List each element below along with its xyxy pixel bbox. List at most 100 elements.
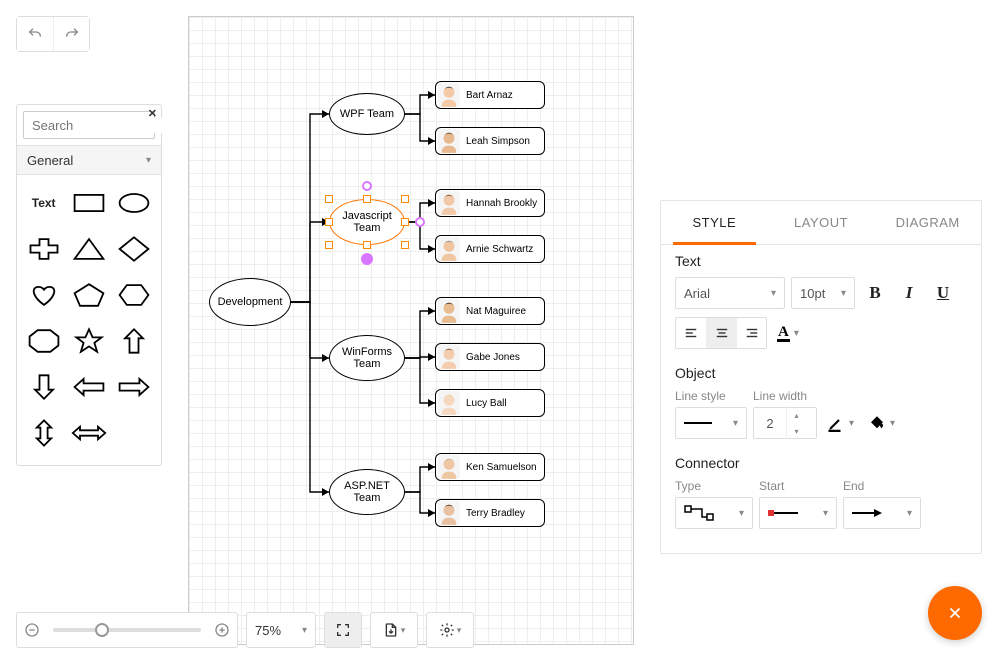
shape-pentagon[interactable] bbox=[70, 277, 107, 313]
tabs: STYLE LAYOUT DIAGRAM bbox=[661, 201, 981, 245]
line-width-input[interactable] bbox=[754, 415, 786, 432]
line-style-select[interactable]: ▾ bbox=[675, 407, 747, 439]
settings-group: ▾ bbox=[426, 612, 474, 648]
line-width-stepper[interactable]: ▴▾ bbox=[753, 407, 817, 439]
connector-end-select[interactable]: ▾ bbox=[843, 497, 921, 529]
avatar bbox=[438, 299, 460, 323]
shape-arrow-updown[interactable] bbox=[25, 415, 62, 451]
connector-start-select[interactable]: ▾ bbox=[759, 497, 837, 529]
shape-arrow-left[interactable] bbox=[70, 369, 107, 405]
chevron-down-icon: ▾ bbox=[401, 625, 406, 636]
fill-color-button[interactable]: ▾ bbox=[864, 407, 899, 439]
node-person[interactable]: Nat Maguiree bbox=[435, 297, 545, 325]
tab-style[interactable]: STYLE bbox=[661, 201, 768, 244]
connector-type-select[interactable]: ▾ bbox=[675, 497, 753, 529]
connector-start-icon bbox=[768, 508, 798, 518]
selection-port[interactable] bbox=[415, 217, 425, 227]
stroke-color-button[interactable]: ▾ bbox=[823, 407, 858, 439]
zoom-slider bbox=[16, 612, 238, 648]
line-solid-icon bbox=[684, 420, 712, 426]
shape-plus[interactable] bbox=[25, 231, 62, 267]
redo-button[interactable] bbox=[53, 17, 89, 51]
node-person[interactable]: Gabe Jones bbox=[435, 343, 545, 371]
selection-rotate[interactable] bbox=[361, 253, 373, 265]
align-group bbox=[675, 317, 767, 349]
zoom-thumb[interactable] bbox=[95, 623, 109, 637]
undo-button[interactable] bbox=[17, 17, 53, 51]
shapes-group-header[interactable]: General ▾ bbox=[17, 145, 161, 175]
chevron-down-icon: ▾ bbox=[146, 155, 151, 166]
text-section: Text Arial▾ 10pt▾ B I U A▾ bbox=[661, 245, 981, 349]
align-left-button[interactable] bbox=[676, 318, 706, 348]
canvas-inner: Development WPF Team Bart Arnaz Leah Simpso… bbox=[189, 17, 633, 644]
node-person[interactable]: Ken Samuelson bbox=[435, 453, 545, 481]
node-root[interactable]: Development bbox=[209, 278, 291, 326]
font-color-button[interactable]: A▾ bbox=[773, 317, 803, 349]
shape-triangle[interactable] bbox=[70, 231, 107, 267]
avatar bbox=[438, 345, 460, 369]
italic-button[interactable]: I bbox=[895, 277, 923, 309]
step-down[interactable]: ▾ bbox=[787, 423, 806, 439]
avatar bbox=[438, 129, 460, 153]
selection-handle[interactable] bbox=[325, 195, 333, 203]
shape-rectangle[interactable] bbox=[70, 185, 107, 221]
align-right-button[interactable] bbox=[736, 318, 766, 348]
view-group bbox=[324, 612, 362, 648]
node-team[interactable]: ASP.NET Team bbox=[329, 469, 405, 515]
canvas[interactable]: Development WPF Team Bart Arnaz Leah Simpso… bbox=[188, 16, 634, 645]
person-name: Hannah Brookly bbox=[466, 198, 537, 209]
shape-arrow-right[interactable] bbox=[116, 369, 153, 405]
node-person[interactable]: Arnie Schwartz bbox=[435, 235, 545, 263]
section-title: Object bbox=[675, 365, 967, 381]
node-person[interactable]: Hannah Brookly bbox=[435, 189, 545, 217]
shape-arrow-up[interactable] bbox=[116, 323, 153, 359]
node-person[interactable]: Lucy Ball bbox=[435, 389, 545, 417]
zoom-out-button[interactable] bbox=[17, 613, 47, 647]
node-person[interactable]: Terry Bradley bbox=[435, 499, 545, 527]
selection-handle[interactable] bbox=[363, 195, 371, 203]
export-button[interactable]: ▾ bbox=[371, 613, 417, 647]
close-icon[interactable]: ✕ bbox=[148, 107, 157, 120]
connector-elbow-icon bbox=[684, 505, 714, 521]
zoom-track[interactable] bbox=[53, 628, 201, 632]
step-up[interactable]: ▴ bbox=[787, 407, 806, 423]
shape-arrow-leftright[interactable] bbox=[70, 415, 107, 451]
selection-handle[interactable] bbox=[363, 241, 371, 249]
node-person[interactable]: Leah Simpson bbox=[435, 127, 545, 155]
selection-handle[interactable] bbox=[401, 241, 409, 249]
node-team[interactable]: Javascript Team bbox=[329, 199, 405, 245]
selection-handle[interactable] bbox=[325, 218, 333, 226]
shape-heart[interactable] bbox=[25, 277, 62, 313]
shape-ellipse[interactable] bbox=[116, 185, 153, 221]
selection-handle[interactable] bbox=[325, 241, 333, 249]
font-size-select[interactable]: 10pt▾ bbox=[791, 277, 855, 309]
settings-button[interactable]: ▾ bbox=[427, 613, 473, 647]
selection-handle[interactable] bbox=[401, 195, 409, 203]
font-family-select[interactable]: Arial▾ bbox=[675, 277, 785, 309]
shape-arrow-down[interactable] bbox=[25, 369, 62, 405]
underline-button[interactable]: U bbox=[929, 277, 957, 309]
close-fab[interactable] bbox=[928, 586, 982, 640]
bold-button[interactable]: B bbox=[861, 277, 889, 309]
selection-port[interactable] bbox=[362, 181, 372, 191]
avatar bbox=[438, 191, 460, 215]
shape-text[interactable]: Text bbox=[25, 185, 62, 221]
connectors bbox=[189, 17, 633, 644]
selection-handle[interactable] bbox=[401, 218, 409, 226]
node-team[interactable]: WPF Team bbox=[329, 93, 405, 135]
person-name: Ken Samuelson bbox=[466, 462, 537, 473]
node-team[interactable]: WinForms Team bbox=[329, 335, 405, 381]
object-section: Object Line style ▾ Line width ▴▾ bbox=[661, 357, 981, 439]
node-person[interactable]: Bart Arnaz bbox=[435, 81, 545, 109]
shape-star[interactable] bbox=[70, 323, 107, 359]
shape-hexagon[interactable] bbox=[116, 277, 153, 313]
shape-octagon[interactable] bbox=[25, 323, 62, 359]
zoom-level-select[interactable]: 75%▾ bbox=[246, 612, 316, 648]
tab-diagram[interactable]: DIAGRAM bbox=[874, 201, 981, 244]
avatar bbox=[438, 83, 460, 107]
zoom-in-button[interactable] bbox=[207, 613, 237, 647]
tab-layout[interactable]: LAYOUT bbox=[768, 201, 875, 244]
shape-diamond[interactable] bbox=[116, 231, 153, 267]
align-center-button[interactable] bbox=[706, 318, 736, 348]
fullscreen-button[interactable] bbox=[325, 613, 361, 647]
